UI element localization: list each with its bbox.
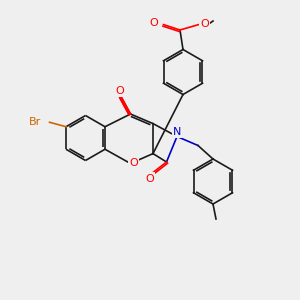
Text: N: N bbox=[173, 127, 181, 137]
Text: Br: Br bbox=[29, 117, 41, 127]
Text: O: O bbox=[200, 19, 209, 29]
Text: O: O bbox=[116, 86, 124, 96]
Text: O: O bbox=[146, 173, 154, 184]
Text: O: O bbox=[129, 158, 138, 169]
Text: O: O bbox=[149, 18, 158, 28]
